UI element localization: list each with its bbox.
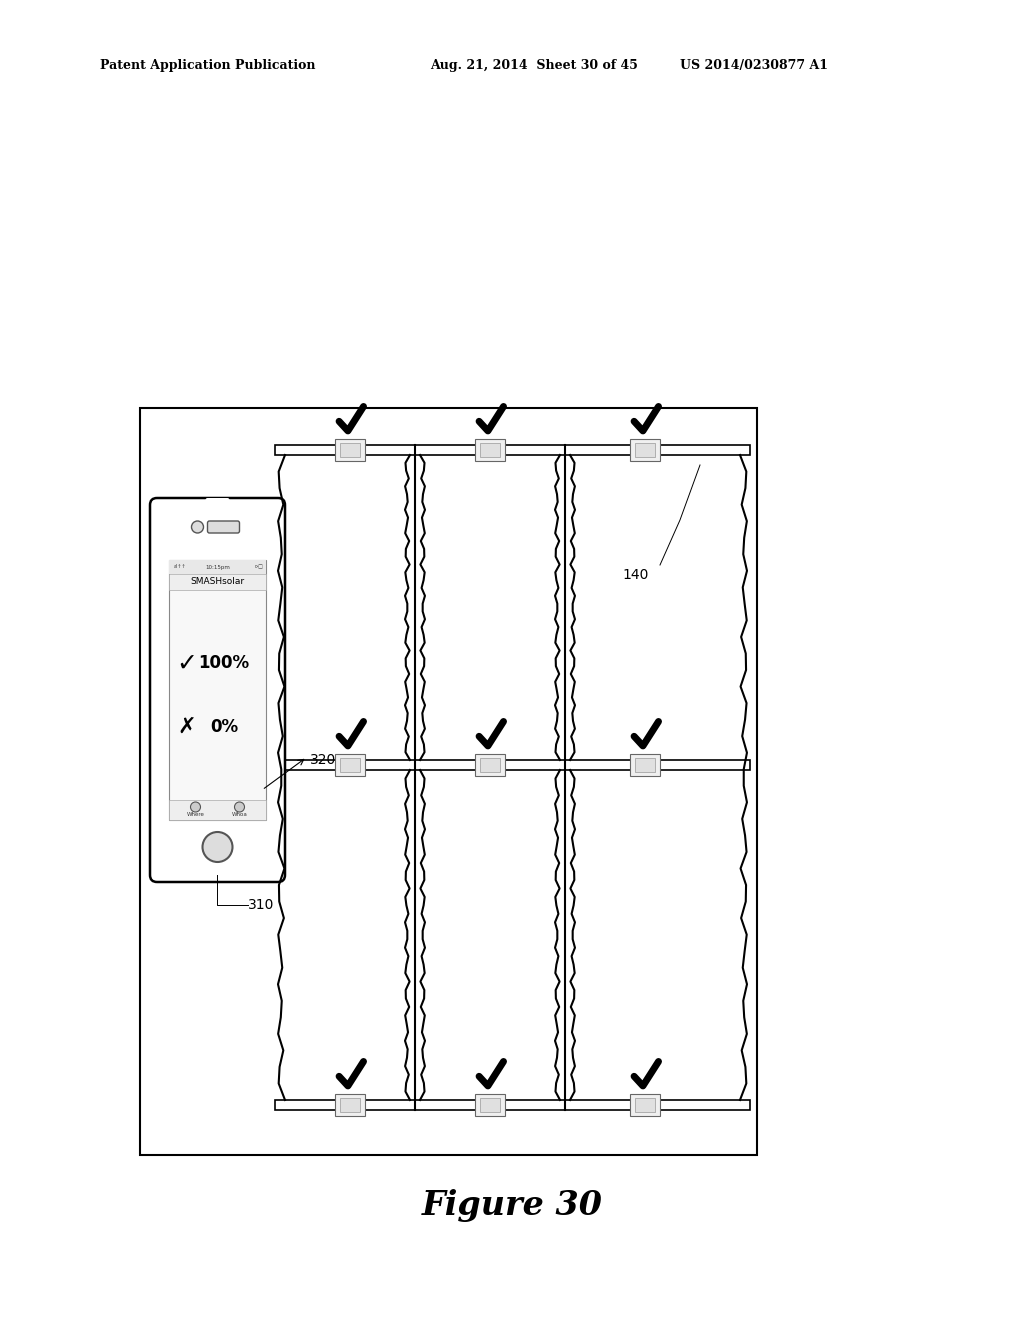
- Text: US 2014/0230877 A1: US 2014/0230877 A1: [680, 58, 828, 71]
- Circle shape: [191, 521, 204, 533]
- Text: 10:15pm: 10:15pm: [205, 565, 230, 569]
- Bar: [475, 1094, 505, 1115]
- Circle shape: [234, 803, 245, 812]
- Text: 140: 140: [622, 568, 648, 582]
- Bar: [480, 758, 500, 772]
- Circle shape: [190, 803, 201, 812]
- Text: ⊳□: ⊳□: [254, 565, 263, 569]
- Text: Where: Where: [186, 812, 205, 817]
- FancyBboxPatch shape: [150, 498, 285, 882]
- Bar: [340, 1098, 360, 1111]
- Text: ✗: ✗: [178, 717, 197, 737]
- Bar: [169, 560, 266, 820]
- Bar: [480, 1098, 500, 1111]
- Text: Patent Application Publication: Patent Application Publication: [100, 58, 315, 71]
- FancyBboxPatch shape: [208, 521, 240, 533]
- Bar: [335, 1094, 365, 1115]
- Text: 0%: 0%: [210, 718, 238, 735]
- Bar: [630, 1094, 660, 1115]
- Bar: [140, 408, 757, 1155]
- Bar: [335, 754, 365, 776]
- Text: Aug. 21, 2014  Sheet 30 of 45: Aug. 21, 2014 Sheet 30 of 45: [430, 58, 638, 71]
- Bar: [630, 754, 660, 776]
- Bar: [635, 444, 655, 457]
- Circle shape: [203, 832, 232, 862]
- FancyBboxPatch shape: [206, 498, 229, 510]
- Text: 310: 310: [248, 898, 274, 912]
- Bar: [635, 1098, 655, 1111]
- Bar: [635, 758, 655, 772]
- Text: Whoa: Whoa: [231, 812, 248, 817]
- Bar: [340, 758, 360, 772]
- Text: SMASHsolar: SMASHsolar: [190, 578, 245, 586]
- Bar: [275, 445, 750, 455]
- Bar: [475, 754, 505, 776]
- Bar: [169, 560, 266, 574]
- Bar: [169, 800, 266, 820]
- Text: al↑↑: al↑↑: [174, 565, 186, 569]
- Bar: [475, 440, 505, 461]
- Bar: [169, 574, 266, 590]
- Text: ✓: ✓: [176, 652, 198, 676]
- Bar: [275, 760, 750, 770]
- Text: Figure 30: Figure 30: [422, 1188, 602, 1221]
- Text: 100%: 100%: [199, 655, 250, 672]
- Bar: [340, 444, 360, 457]
- Text: 320: 320: [310, 752, 336, 767]
- Bar: [275, 1100, 750, 1110]
- Bar: [630, 440, 660, 461]
- Bar: [335, 440, 365, 461]
- Bar: [480, 444, 500, 457]
